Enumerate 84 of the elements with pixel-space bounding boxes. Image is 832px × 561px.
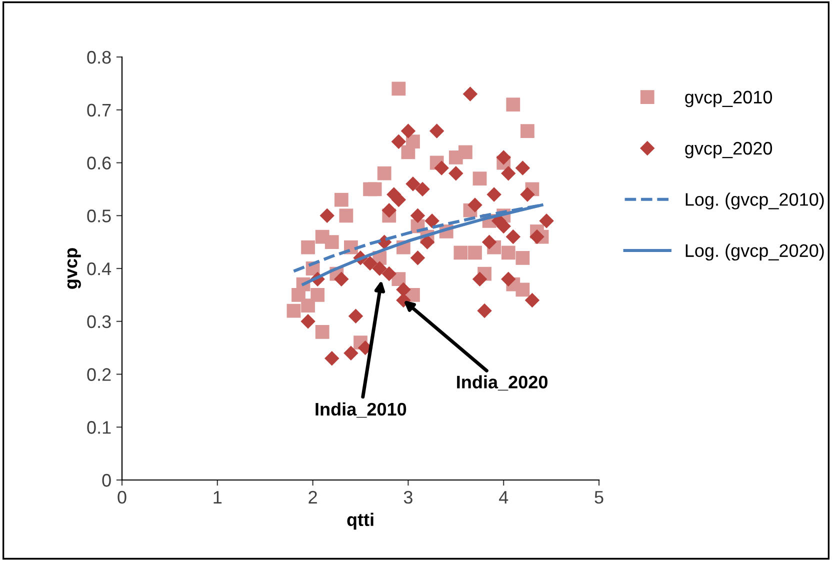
point	[482, 234, 496, 250]
point	[415, 182, 430, 196]
point	[496, 219, 511, 234]
legend-label: gvcp_2020	[685, 142, 772, 158]
point	[472, 172, 487, 186]
point	[430, 124, 444, 138]
y-tick-label: 0.2	[87, 368, 111, 381]
y-axis-title: gvcp	[67, 248, 81, 289]
point	[382, 203, 396, 218]
point	[472, 272, 487, 286]
point	[516, 160, 530, 176]
point	[300, 314, 316, 328]
point	[324, 351, 339, 366]
x-tick-label: 0	[118, 490, 126, 504]
y-tick-label: 0.1	[87, 421, 111, 434]
point	[310, 288, 325, 302]
x-tick-label: 1	[214, 491, 222, 504]
point	[324, 235, 339, 250]
point	[315, 325, 330, 339]
point	[348, 309, 363, 324]
point	[501, 272, 516, 286]
y-tick-label: 0	[102, 474, 111, 487]
point	[520, 124, 534, 138]
point	[344, 346, 358, 360]
point	[501, 246, 516, 260]
point	[368, 182, 382, 196]
legend-label: Log. (gvcp_2020)	[686, 244, 824, 261]
point	[406, 176, 420, 191]
point	[424, 214, 440, 228]
annotation: India_2020	[457, 375, 548, 391]
point	[406, 134, 420, 149]
point	[486, 187, 502, 202]
point	[468, 246, 482, 260]
point	[525, 293, 540, 308]
point	[301, 240, 315, 254]
point	[396, 282, 411, 297]
point	[516, 282, 530, 297]
point	[401, 124, 416, 138]
legend-label: Log. (gvcp_2010)	[686, 192, 824, 210]
point	[372, 261, 387, 276]
annotation: India_2010	[316, 402, 406, 418]
point	[334, 272, 348, 286]
point	[477, 304, 492, 318]
point	[377, 166, 392, 180]
point	[506, 98, 520, 112]
y-tick-label: 0.8	[87, 50, 111, 64]
point	[434, 160, 449, 176]
point	[392, 192, 406, 207]
point	[463, 86, 478, 102]
point	[501, 166, 516, 180]
point	[516, 250, 530, 265]
x-tick-label: 2	[308, 490, 317, 504]
point	[286, 304, 301, 318]
point	[392, 134, 406, 149]
point	[339, 208, 354, 223]
x-axis-title: qtti	[347, 512, 374, 530]
point	[454, 246, 468, 260]
x-tick-label: 3	[404, 490, 412, 504]
point	[530, 230, 544, 244]
point	[410, 208, 425, 223]
y-tick-label: 0.3	[87, 315, 111, 328]
y-tick-label: 0.6	[87, 156, 111, 170]
point	[320, 208, 334, 223]
point	[506, 230, 520, 244]
y-tick-label: 0.4	[87, 262, 112, 276]
point	[396, 293, 411, 308]
point	[410, 250, 425, 266]
point	[362, 256, 378, 270]
point	[334, 192, 348, 207]
point	[520, 187, 535, 202]
point	[458, 145, 472, 160]
legend-label: gvcp_2010	[685, 90, 772, 108]
point	[496, 150, 511, 165]
point	[392, 82, 406, 96]
point	[301, 298, 315, 312]
x-tick-label: 4	[498, 491, 508, 504]
x-tick-label: 5	[594, 491, 604, 504]
point	[448, 166, 463, 180]
point	[420, 234, 434, 250]
point	[382, 266, 396, 281]
y-tick-label: 0.7	[87, 104, 111, 117]
point	[468, 198, 482, 212]
point	[539, 214, 554, 228]
y-tick-label: 0.5	[87, 210, 111, 222]
